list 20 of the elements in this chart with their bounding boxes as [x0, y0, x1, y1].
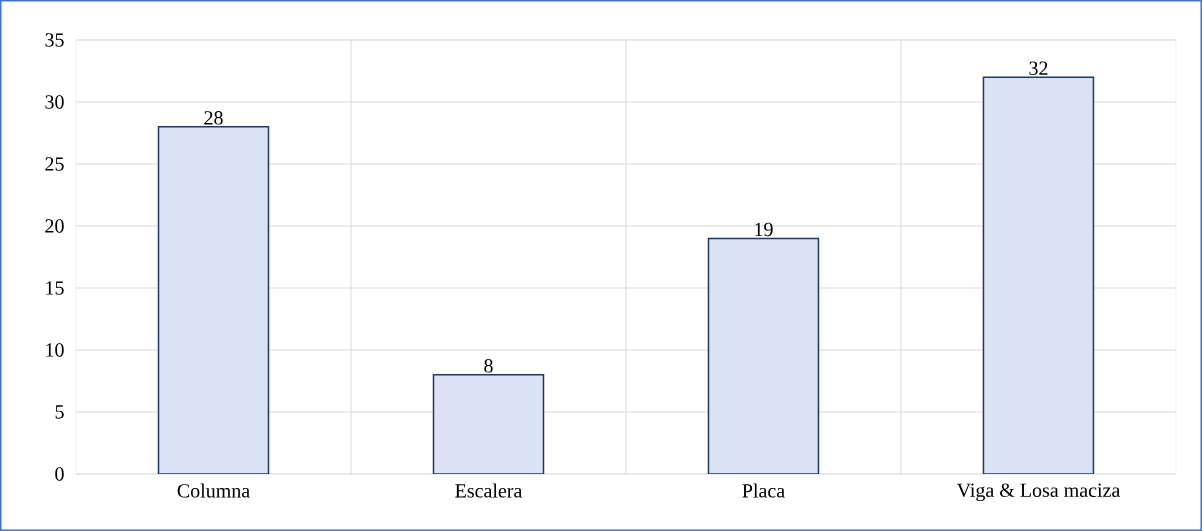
- y-tick-label: 35: [45, 33, 64, 47]
- y-tick-label: 20: [45, 219, 64, 233]
- bar: [157, 126, 270, 474]
- x-tick-label: Placa: [742, 483, 785, 498]
- y-tick-label: 30: [45, 95, 64, 109]
- data-label: 8: [484, 359, 493, 373]
- y-tick-label: 5: [55, 405, 64, 419]
- y-tick-label: 25: [45, 157, 64, 171]
- bar: [707, 237, 820, 474]
- bar: [982, 76, 1095, 474]
- x-tick-label: Escalera: [455, 483, 523, 498]
- bar: [432, 374, 545, 474]
- data-label: 28: [204, 111, 223, 125]
- x-tick-label: Columna: [177, 483, 250, 498]
- y-tick-label: 0: [55, 467, 64, 481]
- data-label: 32: [1029, 61, 1048, 75]
- y-tick-label: 10: [46, 343, 64, 357]
- y-tick-label: 15: [46, 281, 64, 295]
- x-tick-label: Viga & Losa maciza: [956, 483, 1121, 502]
- data-label: 19: [755, 222, 773, 237]
